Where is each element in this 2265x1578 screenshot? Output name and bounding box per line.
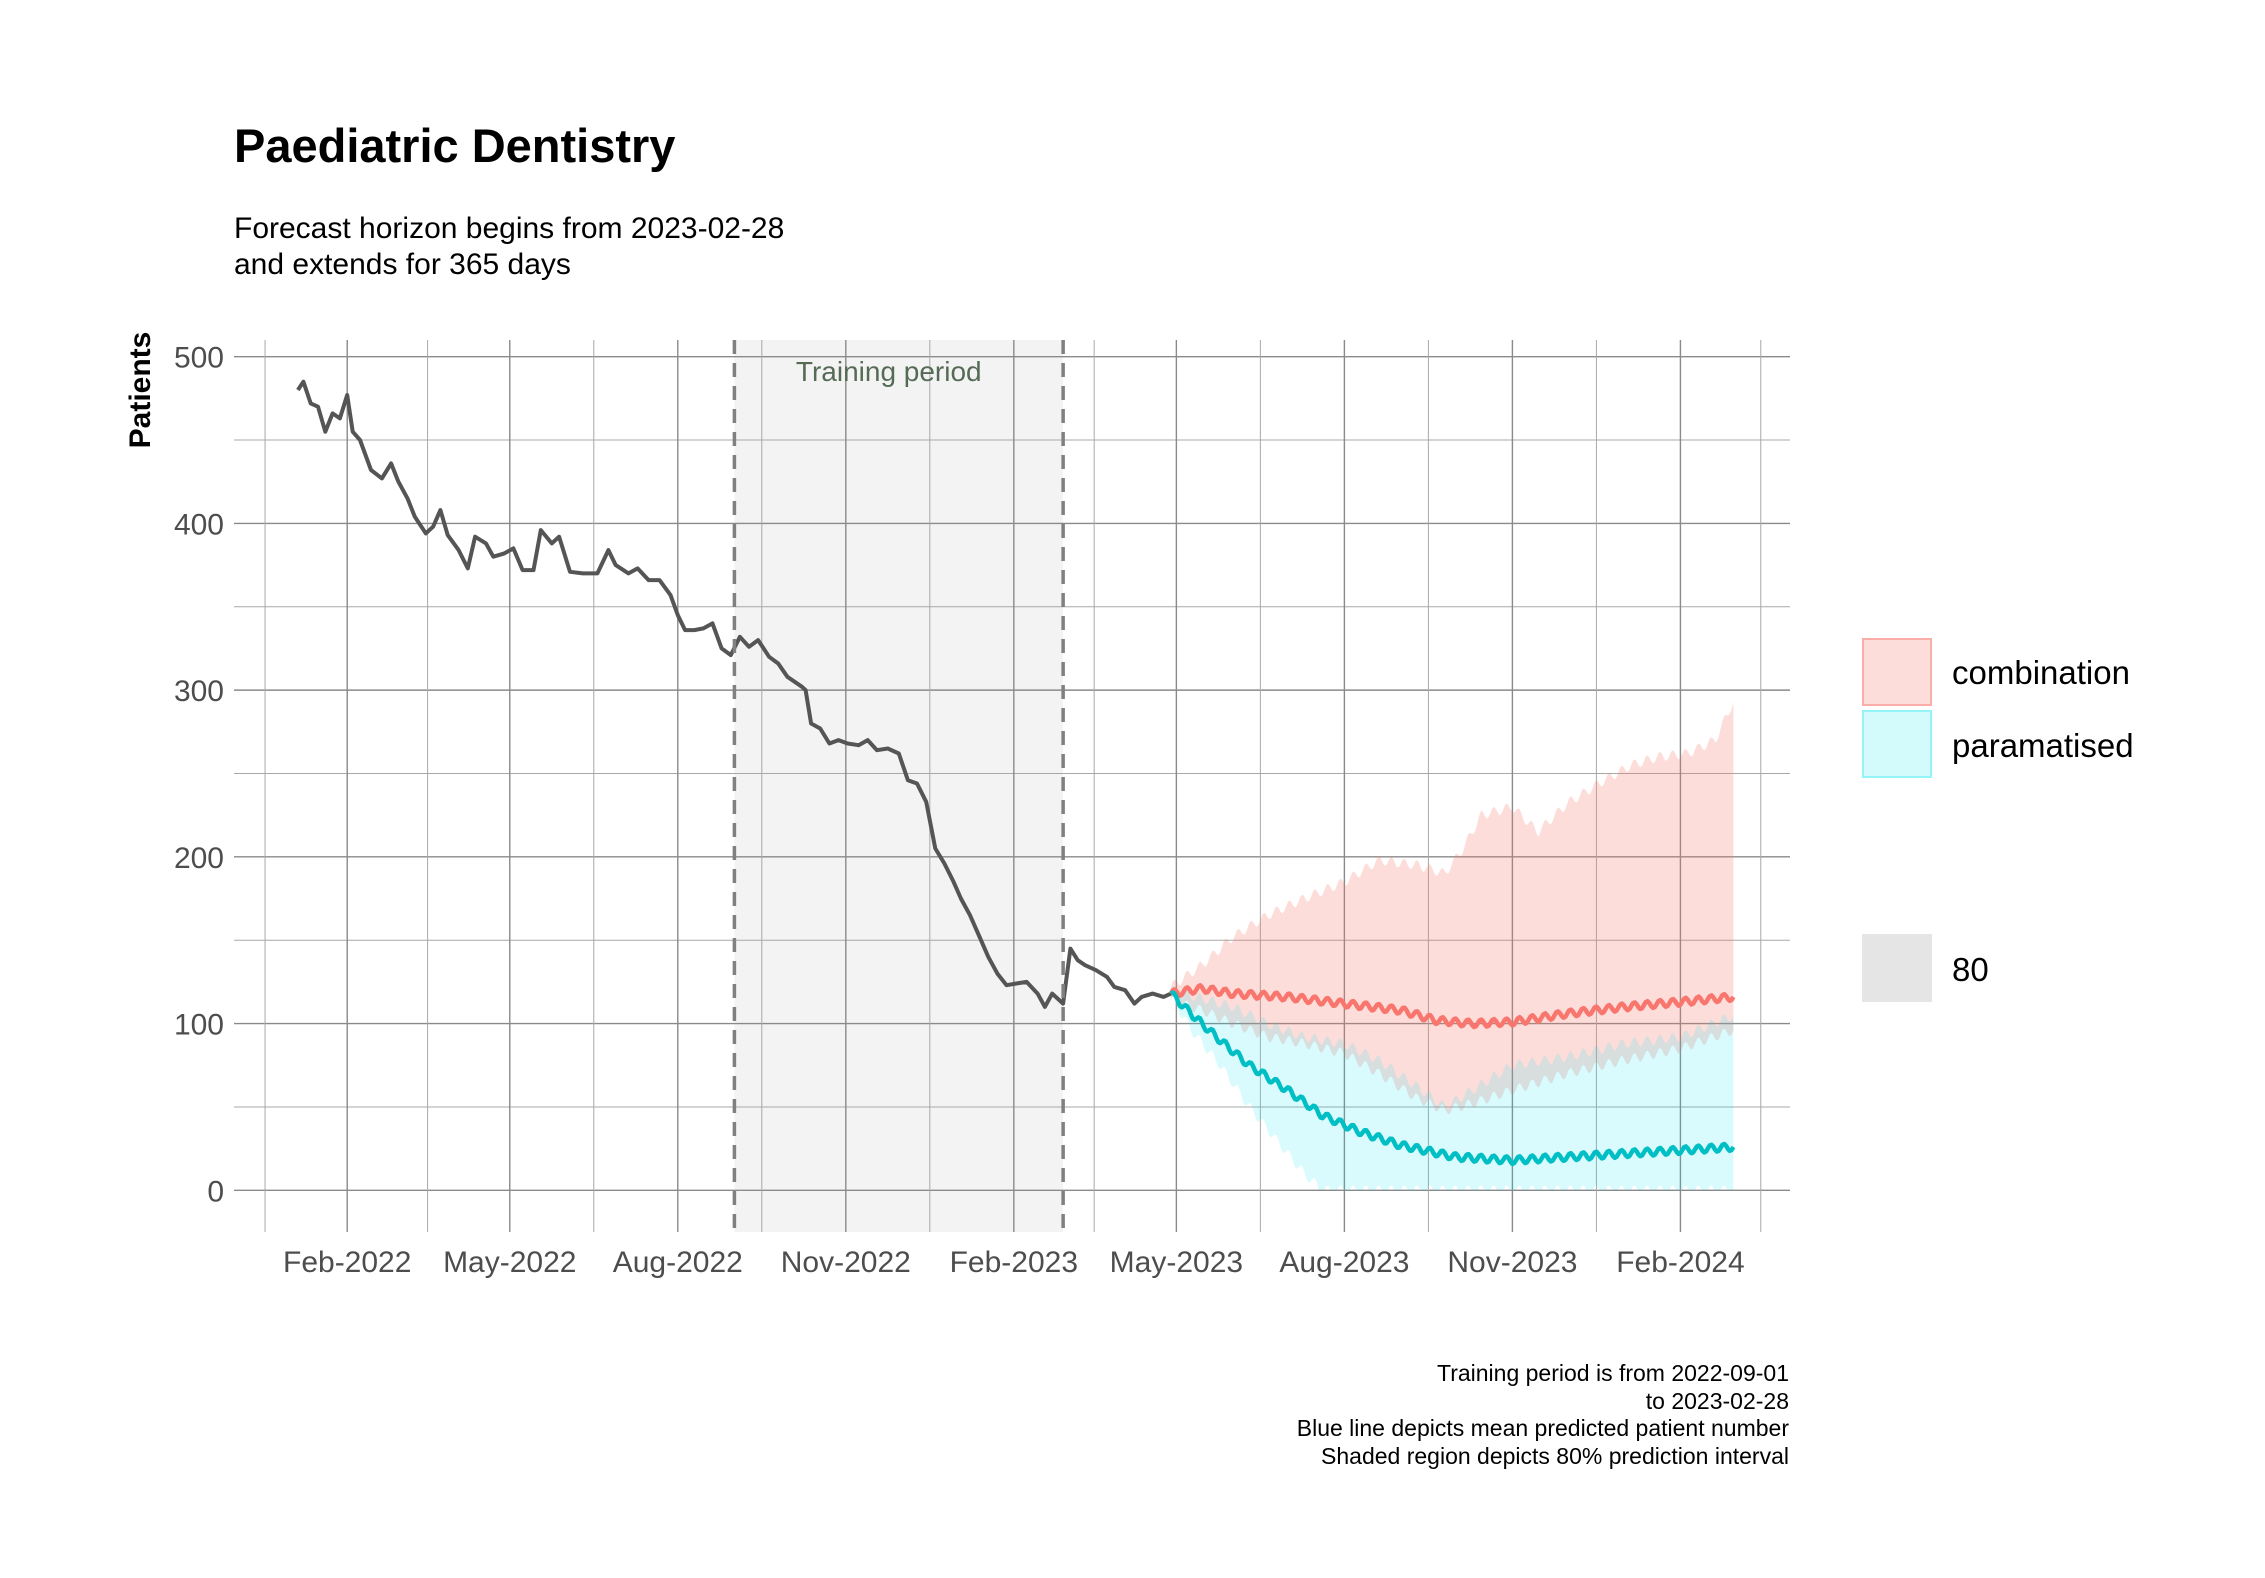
x-tick-label: Nov-2022 [781, 1246, 911, 1279]
x-tick-label: Feb-2022 [283, 1246, 411, 1279]
y-tick-label: 300 [174, 675, 224, 708]
x-tick-label: May-2022 [443, 1246, 576, 1279]
x-tick-label: Feb-2023 [950, 1246, 1078, 1279]
y-tick-label: 0 [207, 1175, 224, 1208]
x-tick-label: Nov-2023 [1447, 1246, 1577, 1279]
training-boundary-lines [732, 340, 1065, 1232]
chart-subtitle-line-2: and extends for 365 days [234, 248, 571, 281]
chart-title: Paediatric Dentistry [234, 119, 676, 172]
x-tick-label: May-2023 [1110, 1246, 1243, 1279]
x-tick-label: Feb-2024 [1616, 1246, 1744, 1279]
prediction-interval-bands [1170, 701, 1734, 1191]
x-tick-label: Aug-2022 [613, 1246, 743, 1279]
y-tick-label: 400 [174, 508, 224, 541]
mean-line-paramatised [1169, 990, 1736, 1167]
caption-line-3: Blue line depicts mean predicted patient… [1296, 1415, 1789, 1441]
legend-label-combination: combination [1952, 654, 2130, 691]
training-period-region [734, 340, 1064, 1232]
y-tick-label: 500 [174, 342, 224, 375]
band-paramatised [1170, 986, 1734, 1191]
x-tick-label: Aug-2023 [1279, 1246, 1409, 1279]
legend-key-level [1862, 934, 1932, 1002]
chart-subtitle-line-1: Forecast horizon begins from 2023-02-28 [234, 212, 785, 245]
legend-label-level: 80 [1952, 951, 1989, 988]
grid-lines [234, 340, 1790, 1232]
training-period-label: Training period [796, 356, 982, 387]
y-tick-label: 100 [174, 1009, 224, 1042]
y-axis-title: Patients [124, 332, 157, 449]
axis-labels: Training period 0 100 200 300 400 500 Feb-2022 M… [124, 332, 1745, 1279]
training-period-shade [734, 340, 1064, 1232]
y-tick-label: 200 [174, 842, 224, 875]
caption-line-1: Training period is from 2022-09-01 [1437, 1360, 1789, 1386]
caption-line-4: Shaded region depicts 80% prediction int… [1321, 1443, 1789, 1469]
legend-label-paramatised: paramatised [1952, 727, 2134, 764]
legend-key-combination [1862, 638, 1932, 706]
mean-line-combination [1168, 983, 1736, 1030]
caption-line-2: to 2023-02-28 [1645, 1388, 1789, 1414]
legend-key-paramatised [1862, 710, 1932, 778]
